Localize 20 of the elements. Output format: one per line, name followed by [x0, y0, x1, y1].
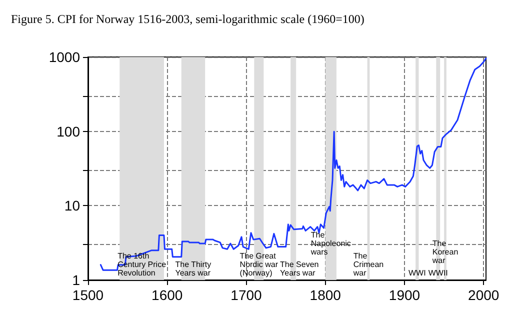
- band-label: The Korean war: [431, 238, 458, 265]
- band-label: WWII: [428, 268, 448, 278]
- x-tick-label: 1700: [230, 287, 262, 303]
- band-label: The Seven Years war: [280, 260, 319, 278]
- line-series: [100, 58, 487, 271]
- x-tick-label: 1600: [152, 287, 183, 303]
- band-label: The Thirty Years war: [175, 260, 212, 278]
- band-label: The Great Nordic war (Norway): [240, 251, 278, 278]
- chart-title: Figure 5. CPI for Norway 1516-2003, semi-logarithmic scale (1960=100): [11, 12, 364, 26]
- y-tick-label: 1000: [48, 49, 80, 65]
- band-label: The Napoleonic wars: [310, 230, 351, 256]
- x-tick-label: 2000: [468, 287, 500, 303]
- x-tick-label: 1500: [72, 287, 104, 303]
- y-tick-label: 1: [72, 272, 80, 288]
- band-label: WWI: [408, 268, 426, 278]
- band-label: The Crimean war: [352, 251, 384, 278]
- x-tick-label: 1800: [310, 287, 342, 303]
- y-tick-label: 10: [64, 198, 80, 214]
- y-tick-label: 100: [56, 123, 80, 140]
- x-tick-label: 1900: [388, 287, 420, 303]
